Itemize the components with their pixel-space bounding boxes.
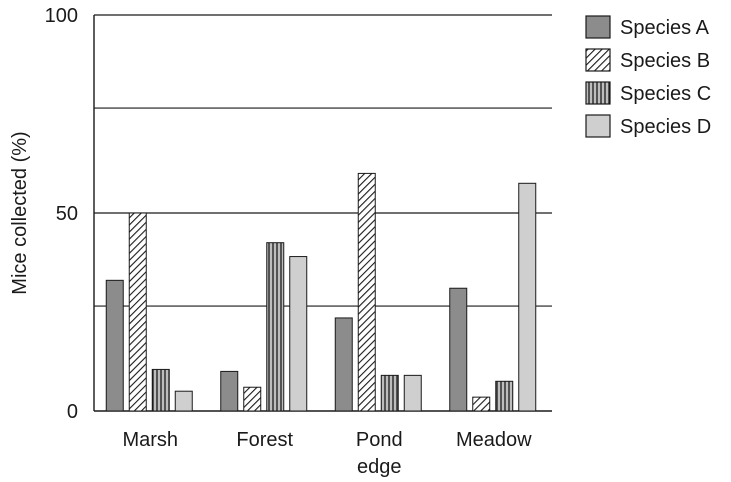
legend-label: Species C [620, 83, 711, 105]
y-tick-label: 100 [45, 5, 78, 27]
x-category-label: Marsh [122, 429, 178, 451]
bar-species-c [266, 242, 285, 412]
legend-label: Species A [620, 17, 710, 39]
bars [105, 172, 537, 412]
x-category-label: Meadow [456, 429, 532, 451]
gridlines [94, 14, 552, 307]
bar-species-a [220, 370, 239, 412]
bar-species-b [357, 172, 376, 412]
bar-species-b [128, 212, 147, 412]
x-category-label: Forest [236, 429, 293, 451]
bar-species-b [243, 386, 262, 412]
bar-species-d [289, 256, 308, 412]
y-tick-label: 0 [67, 401, 78, 423]
y-tick-labels: 0 50 100 [45, 5, 78, 423]
y-axis-title: Mice collected (%) [9, 131, 31, 294]
x-category-label: edge [357, 456, 402, 478]
bar-species-a [449, 287, 468, 412]
legend-label: Species D [620, 116, 711, 138]
bar-species-c [151, 368, 170, 412]
bar-species-b [472, 396, 491, 412]
bar-species-d [518, 182, 537, 412]
bar-species-d [174, 390, 193, 412]
x-category-labels: Marsh Forest Pond edge Meadow [122, 429, 532, 478]
legend-swatch [585, 114, 611, 138]
legend-swatch [585, 81, 611, 105]
y-tick-label: 50 [56, 203, 78, 225]
bar-species-c [380, 374, 399, 412]
legend-label: Species B [620, 50, 710, 72]
bar-species-c [495, 380, 514, 412]
legend-swatch [585, 15, 611, 39]
bar-species-a [105, 279, 124, 412]
legend-swatch [585, 48, 611, 72]
x-category-label: Pond [356, 429, 403, 451]
legend: Species A Species B Species C Species D [585, 15, 711, 138]
bar-species-d [403, 374, 422, 412]
bar-species-a [334, 317, 353, 412]
